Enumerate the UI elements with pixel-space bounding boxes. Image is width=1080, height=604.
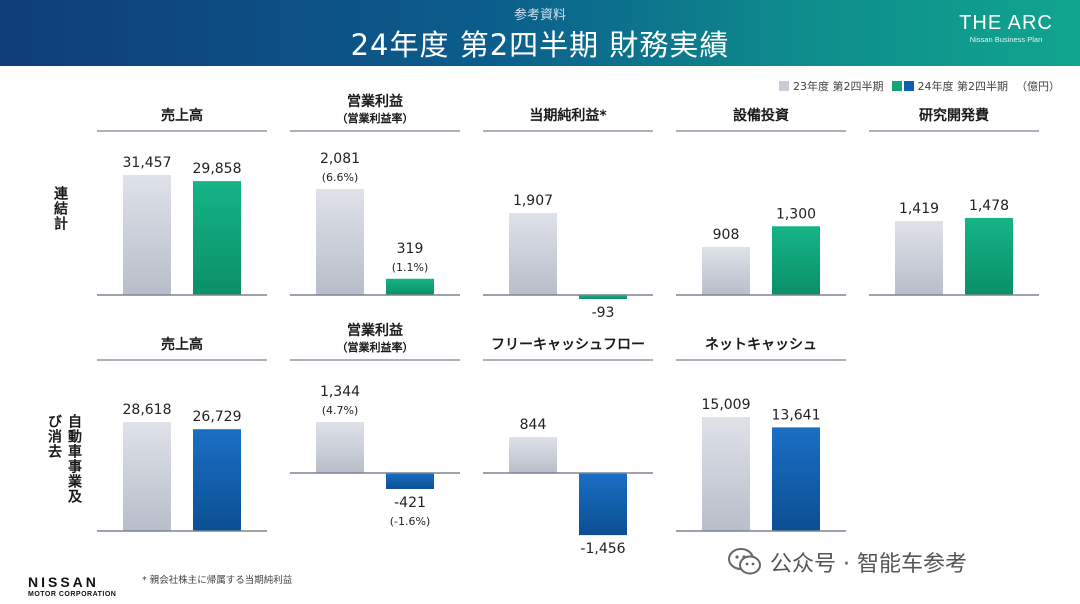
- panel-title: ネットキャッシュ: [705, 337, 817, 353]
- legend-label-current: 24年度 第2四半期: [917, 80, 1009, 93]
- row-label-auto: 自動車事業及び消去: [46, 414, 82, 504]
- bar-prev-year: [895, 221, 943, 295]
- logo-text: THE ARC: [959, 12, 1053, 34]
- data-sublabel: (6.6%): [322, 171, 359, 184]
- legend-unit: （億円）: [1016, 80, 1060, 93]
- data-sublabel: (-1.6%): [390, 515, 431, 528]
- bar-prev-year: [702, 417, 750, 531]
- data-label: 28,618: [123, 402, 172, 418]
- panel-title: 売上高: [161, 107, 203, 124]
- bar-current-year: [772, 226, 820, 295]
- data-sublabel: (1.1%): [392, 261, 429, 274]
- panel-subtitle: （営業利益率）: [337, 111, 414, 125]
- data-label: -93: [592, 305, 615, 321]
- data-sublabel: (4.7%): [322, 404, 359, 417]
- bar-prev-year: [123, 422, 171, 531]
- data-label: 844: [520, 417, 547, 433]
- bar-current-year: [579, 295, 627, 299]
- data-label: -421: [394, 495, 426, 511]
- legend-label-prev: 23年度 第2四半期: [793, 80, 884, 93]
- watermark: 公众号 · 智能车参考: [728, 546, 967, 578]
- data-label: 1,300: [776, 206, 816, 222]
- logo-subtext: Nissan Business Plan: [969, 35, 1043, 44]
- bar-prev-year: [509, 213, 557, 295]
- panel-title: 営業利益: [347, 93, 403, 110]
- panel-title: 当期純利益*: [529, 107, 607, 124]
- brand-corp: MOTOR CORPORATION: [28, 591, 117, 598]
- header-subtitle: 参考資料: [513, 8, 566, 23]
- nissan-logo: NISSAN MOTOR CORPORATION: [28, 574, 116, 598]
- bar-current-year: [772, 427, 820, 531]
- data-label: 1,344: [320, 384, 360, 400]
- data-label: 1,907: [513, 193, 553, 209]
- bar-prev-year: [316, 422, 364, 473]
- data-label: 908: [713, 227, 740, 243]
- bar-current-year: [965, 217, 1013, 295]
- data-label: 1,478: [969, 198, 1009, 214]
- data-label: 15,009: [702, 397, 751, 413]
- panel-title: 売上高: [161, 336, 203, 353]
- data-label: 13,641: [772, 407, 821, 423]
- page-title: 24年度 第2四半期 財務実績: [350, 28, 730, 62]
- legend-swatch-current: [891, 81, 902, 91]
- data-label: 2,081: [320, 151, 360, 167]
- bar-prev-year: [316, 189, 364, 295]
- data-label: 1,419: [899, 201, 939, 217]
- bar-current-year: [386, 278, 434, 295]
- data-label: 29,858: [193, 161, 242, 177]
- legend-item-current: 24年度 第2四半期: [891, 78, 1009, 94]
- bar-current-year: [193, 181, 241, 295]
- the-arc-logo: THE ARC Nissan Business Plan: [958, 12, 1054, 56]
- data-label: 26,729: [193, 409, 242, 425]
- watermark-text: 公众号 · 智能车参考: [770, 552, 967, 577]
- brand-name: NISSAN: [28, 574, 99, 590]
- wechat-icon: [728, 548, 761, 575]
- header-banner: 参考資料 24年度 第2四半期 財務実績 THE ARC Nissan Busi…: [0, 0, 1080, 66]
- data-label: 319: [397, 241, 424, 257]
- legend-swatch-current-auto: [903, 81, 914, 91]
- data-label: -1,456: [580, 541, 625, 557]
- panel-title: 設備投資: [733, 107, 789, 124]
- footnote: * 親会社株主に帰属する当期純利益: [142, 575, 293, 586]
- data-label: 31,457: [123, 155, 172, 171]
- panel-title: 営業利益: [347, 322, 403, 339]
- legend-swatch-prev: [779, 81, 789, 91]
- legend-item-prev: 23年度 第2四半期: [779, 78, 884, 94]
- bar-current-year: [193, 429, 241, 531]
- bar-current-year: [386, 473, 434, 489]
- panel-subtitle: （営業利益率）: [337, 340, 414, 354]
- panel-title: フリーキャッシュフロー: [491, 337, 645, 353]
- legend: 23年度 第2四半期 24年度 第2四半期 （億円）: [779, 78, 1060, 94]
- bar-prev-year: [123, 175, 171, 295]
- bar-current-year: [579, 473, 627, 536]
- row-label-consolidated: 連結計: [52, 186, 68, 231]
- bar-prev-year: [509, 437, 557, 473]
- bar-prev-year: [702, 247, 750, 295]
- panel-title: 研究開発費: [919, 107, 989, 124]
